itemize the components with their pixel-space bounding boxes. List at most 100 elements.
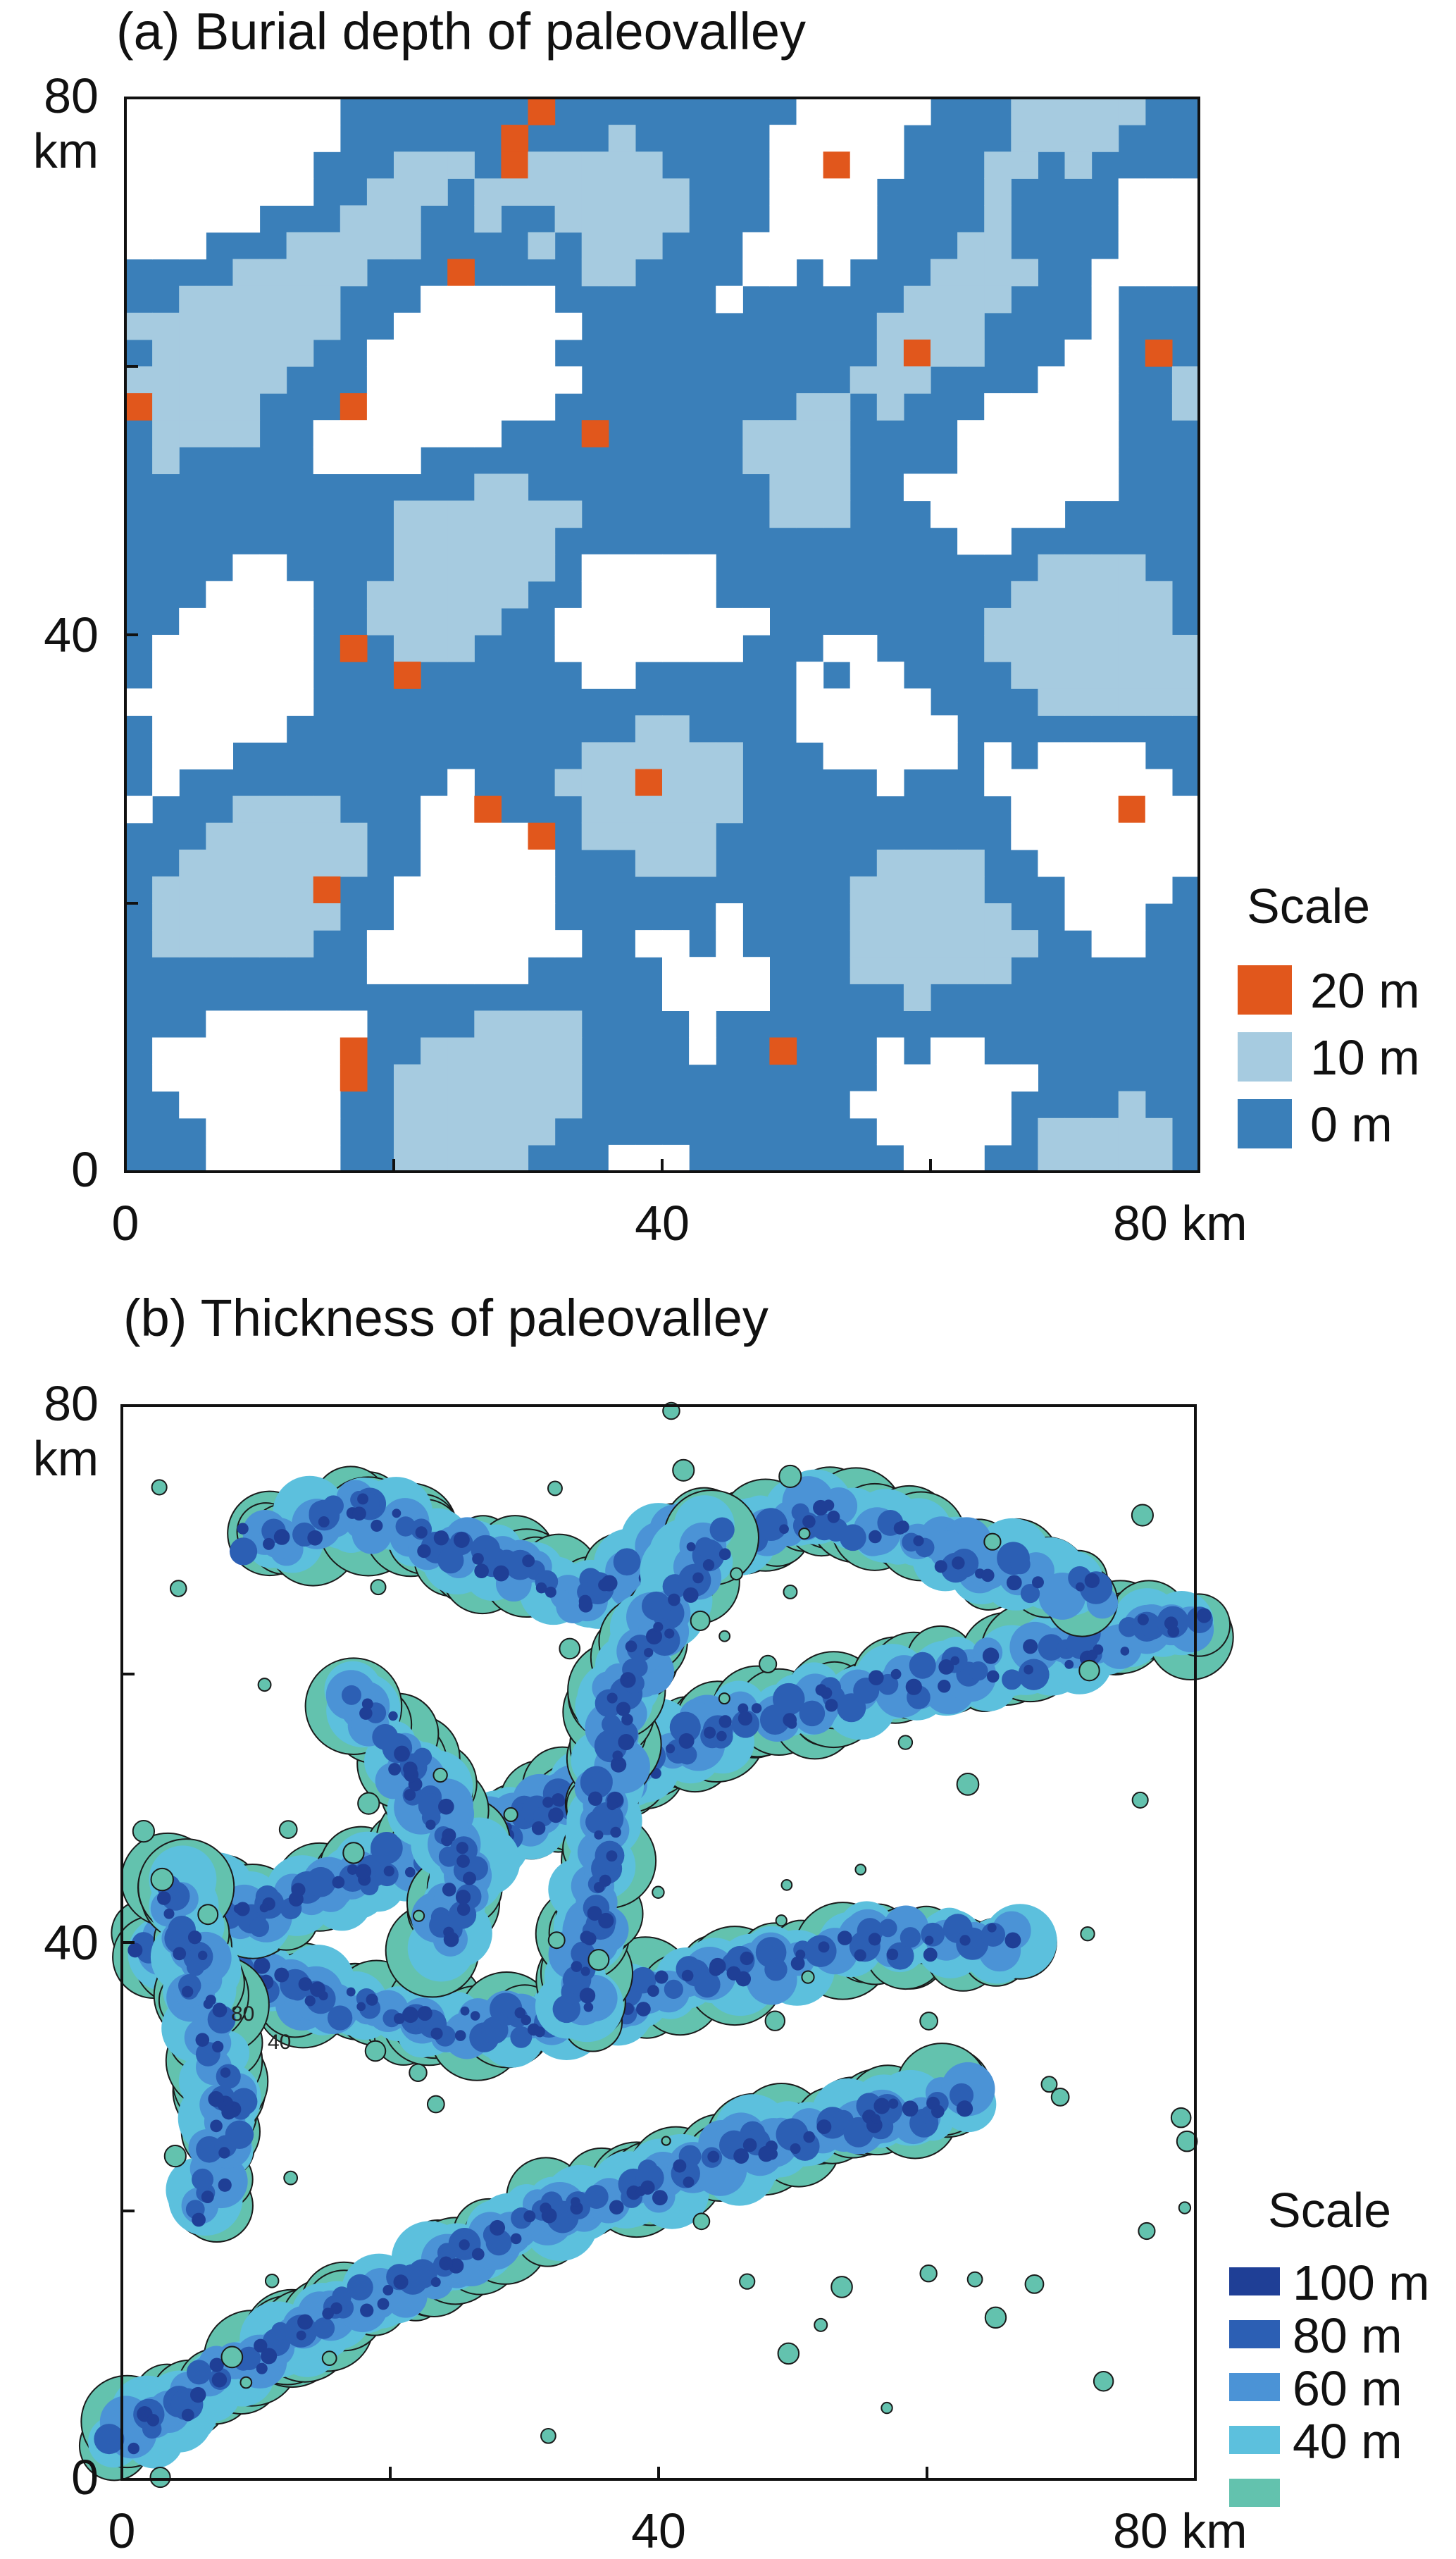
- no-valley-cell: [286, 581, 314, 609]
- depth-10m-cell: [447, 635, 475, 662]
- no-valley-cell: [206, 715, 233, 743]
- no-valley-cell: [742, 957, 770, 984]
- depth-10m-cell: [1011, 151, 1038, 179]
- no-valley-cell: [1064, 903, 1093, 931]
- thickness-blob: [585, 1810, 609, 1834]
- thickness-spot: [1178, 2201, 1192, 2214]
- thickness-blob: [609, 2200, 624, 2215]
- depth-10m-cell: [689, 769, 716, 797]
- no-valley-cell: [447, 393, 475, 421]
- no-valley-cell: [474, 285, 502, 314]
- depth-10m-cell: [232, 930, 261, 958]
- no-valley-cell: [474, 420, 502, 447]
- depth-10m-cell: [179, 420, 206, 447]
- thickness-blob: [522, 1554, 535, 1568]
- thickness-blob: [815, 1684, 828, 1696]
- no-valley-cell: [1171, 849, 1200, 877]
- no-valley-cell: [152, 205, 180, 233]
- depth-10m-cell: [608, 125, 636, 152]
- thickness-blob: [602, 1714, 621, 1734]
- thickness-blob: [934, 1560, 947, 1573]
- depth-10m-cell: [286, 849, 314, 877]
- depth-10m-cell: [635, 151, 663, 179]
- depth-10m-cell: [984, 151, 1012, 179]
- axis-ticks: [124, 97, 1200, 1173]
- depth-20m-cell: [447, 259, 475, 287]
- no-valley-cell: [232, 1117, 261, 1146]
- thickness-blob: [869, 1530, 882, 1544]
- depth-10m-cell: [823, 500, 851, 528]
- no-valley-cell: [1038, 420, 1066, 447]
- no-valley-cell: [447, 366, 475, 394]
- depth-10m-cell: [340, 205, 368, 233]
- thickness-blob: [209, 2357, 224, 2372]
- thickness-blob: [485, 2229, 512, 2256]
- depth-10m-cell: [850, 903, 878, 931]
- no-valley-cell: [1118, 849, 1146, 877]
- depth-10m-cell: [984, 957, 1012, 984]
- thickness-blob: [956, 2100, 973, 2117]
- thickness-spot: [956, 1773, 980, 1796]
- depth-10m-cell: [259, 366, 287, 394]
- depth-10m-cell: [1038, 98, 1066, 125]
- thickness-spot: [830, 2276, 853, 2298]
- no-valley-cell: [340, 1010, 368, 1039]
- thickness-blob: [453, 1532, 470, 1548]
- thickness-blob: [347, 1864, 358, 1875]
- legend-label-60m: 60 m: [1293, 2361, 1402, 2416]
- depth-10m-cell: [394, 205, 421, 233]
- thickness-blob: [510, 2233, 522, 2245]
- depth-10m-cell: [554, 1037, 583, 1065]
- thickness-blob: [377, 2298, 390, 2310]
- no-valley-cell: [501, 822, 529, 850]
- depth-10m-cell: [1145, 581, 1173, 609]
- thickness-spot: [1138, 2222, 1156, 2241]
- no-valley-cell: [421, 876, 448, 904]
- thickness-blob: [274, 1967, 290, 1983]
- thickness-spot: [759, 1654, 778, 1673]
- depth-10m-cell: [474, 1117, 502, 1146]
- thickness-blob: [330, 2302, 342, 2315]
- depth-10m-cell: [554, 500, 583, 528]
- thickness-spot: [426, 2095, 445, 2114]
- no-valley-cell: [823, 178, 851, 206]
- no-valley-cell: [1038, 795, 1066, 824]
- thickness-blob: [843, 2117, 874, 2148]
- depth-10m-cell: [179, 903, 206, 931]
- no-valley-cell: [152, 769, 180, 797]
- depth-10m-cell: [931, 957, 958, 984]
- no-valley-cell: [1038, 822, 1066, 850]
- no-valley-cell: [1064, 420, 1093, 447]
- chart-title: (b) Thickness of paleovalley: [123, 1289, 769, 1347]
- no-valley-cell: [903, 688, 931, 716]
- thickness-spot: [1170, 2107, 1192, 2129]
- depth-10m-cell: [394, 1091, 421, 1119]
- depth-10m-cell: [501, 1117, 529, 1146]
- no-valley-cell: [447, 312, 475, 340]
- no-valley-cell: [1091, 849, 1119, 877]
- thickness-blob: [827, 1510, 840, 1523]
- no-valley-cell: [850, 98, 878, 125]
- thickness-blob: [323, 1495, 344, 1516]
- thickness-blob: [307, 1530, 323, 1546]
- thickness-spot: [413, 1909, 425, 1922]
- depth-10m-cell: [259, 795, 287, 824]
- no-valley-cell: [931, 715, 958, 743]
- thickness-blob: [764, 1958, 788, 1981]
- thickness-blob: [981, 1568, 995, 1582]
- depth-10m-cell: [1064, 151, 1093, 179]
- thickness-blob: [359, 1706, 373, 1720]
- depth-10m-cell: [474, 1091, 502, 1119]
- no-valley-cell: [984, 473, 1012, 502]
- no-valley-cell: [662, 607, 690, 636]
- no-valley-cell: [608, 607, 636, 636]
- no-valley-cell: [421, 285, 448, 314]
- thickness-blob: [318, 1516, 330, 1528]
- depth-10m-cell: [1145, 662, 1173, 689]
- depth-10m-cell: [957, 957, 985, 984]
- thickness-blob: [923, 1947, 938, 1962]
- no-valley-cell: [501, 339, 529, 367]
- thickness-blob: [709, 1517, 735, 1542]
- thickness-blob: [740, 1951, 754, 1966]
- depth-10m-cell: [823, 420, 851, 447]
